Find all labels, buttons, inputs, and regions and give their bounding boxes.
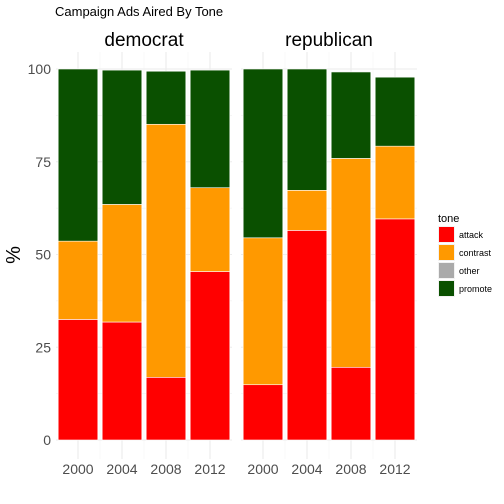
bar-attack [189,271,231,441]
legend-label: other [459,266,480,276]
bar-attack [330,366,372,441]
legend-title: tone [438,213,459,225]
bar-contrast [374,145,416,220]
y-axis-label: % [3,246,25,264]
legend: tone attack contrast other promote [438,213,492,297]
bar-promote [286,68,328,191]
bar-contrast [286,190,328,231]
bar-contrast [57,240,99,320]
bar-contrast [145,123,187,378]
y-tick-label: 75 [35,154,51,170]
bar-promote [145,70,187,125]
facet-panel-democrat: democrat 2000 2004 2008 2012 [56,30,232,477]
x-tick-label: 2000 [62,461,93,477]
bar-attack [242,384,284,441]
bar-contrast [330,158,372,368]
x-tick-label: 2000 [247,461,278,477]
y-tick-label: 50 [35,247,51,263]
bar-promote [330,71,372,159]
y-tick-label: 25 [35,339,51,355]
legend-key-attack [439,227,454,242]
facet-label: republican [285,30,373,51]
bar-attack [374,218,416,441]
bar-attack [101,321,143,441]
bar-attack [145,377,187,441]
bar-contrast [101,204,143,323]
legend-label: attack [459,230,484,240]
bar-promote [57,68,99,242]
bar-contrast [242,237,284,386]
bar-promote [101,69,143,205]
x-tick-label: 2004 [106,461,137,477]
y-tick-label: 0 [43,432,51,448]
legend-label: contrast [459,248,492,258]
bar-attack [57,319,99,441]
bar-promote [242,68,284,239]
legend-label: promote [459,284,492,294]
legend-key-contrast [439,245,454,260]
legend-key-other [439,263,454,278]
facet-panel-republican: republican 2000 2004 2008 2012 [241,30,417,477]
bar-promote [189,69,231,189]
x-tick-label: 2012 [194,461,225,477]
x-tick-label: 2008 [335,461,366,477]
chart-title: Campaign Ads Aired By Tone [55,4,223,19]
facet-label: democrat [104,30,184,51]
x-tick-label: 2008 [150,461,181,477]
legend-key-promote [439,281,454,296]
bar-attack [286,230,328,441]
y-tick-label: 100 [28,61,52,77]
bar-promote [374,76,416,147]
x-tick-label: 2004 [291,461,322,477]
x-tick-label: 2012 [379,461,410,477]
bar-contrast [189,187,231,272]
